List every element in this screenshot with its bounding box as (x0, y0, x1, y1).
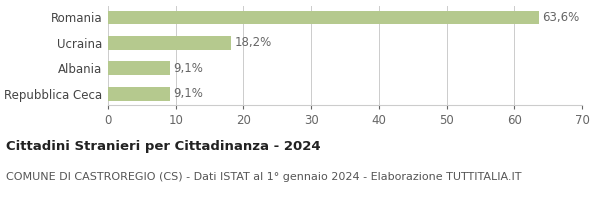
Text: COMUNE DI CASTROREGIO (CS) - Dati ISTAT al 1° gennaio 2024 - Elaborazione TUTTIT: COMUNE DI CASTROREGIO (CS) - Dati ISTAT … (6, 172, 521, 182)
Bar (108, 61, 170, 75)
Text: 9,1%: 9,1% (173, 87, 203, 100)
Text: 18,2%: 18,2% (235, 36, 272, 49)
Bar (108, 11, 539, 24)
Text: 9,1%: 9,1% (173, 62, 203, 75)
Bar (108, 87, 170, 101)
Text: Cittadini Stranieri per Cittadinanza - 2024: Cittadini Stranieri per Cittadinanza - 2… (6, 140, 320, 153)
Bar (108, 36, 231, 50)
Text: 63,6%: 63,6% (542, 11, 579, 24)
